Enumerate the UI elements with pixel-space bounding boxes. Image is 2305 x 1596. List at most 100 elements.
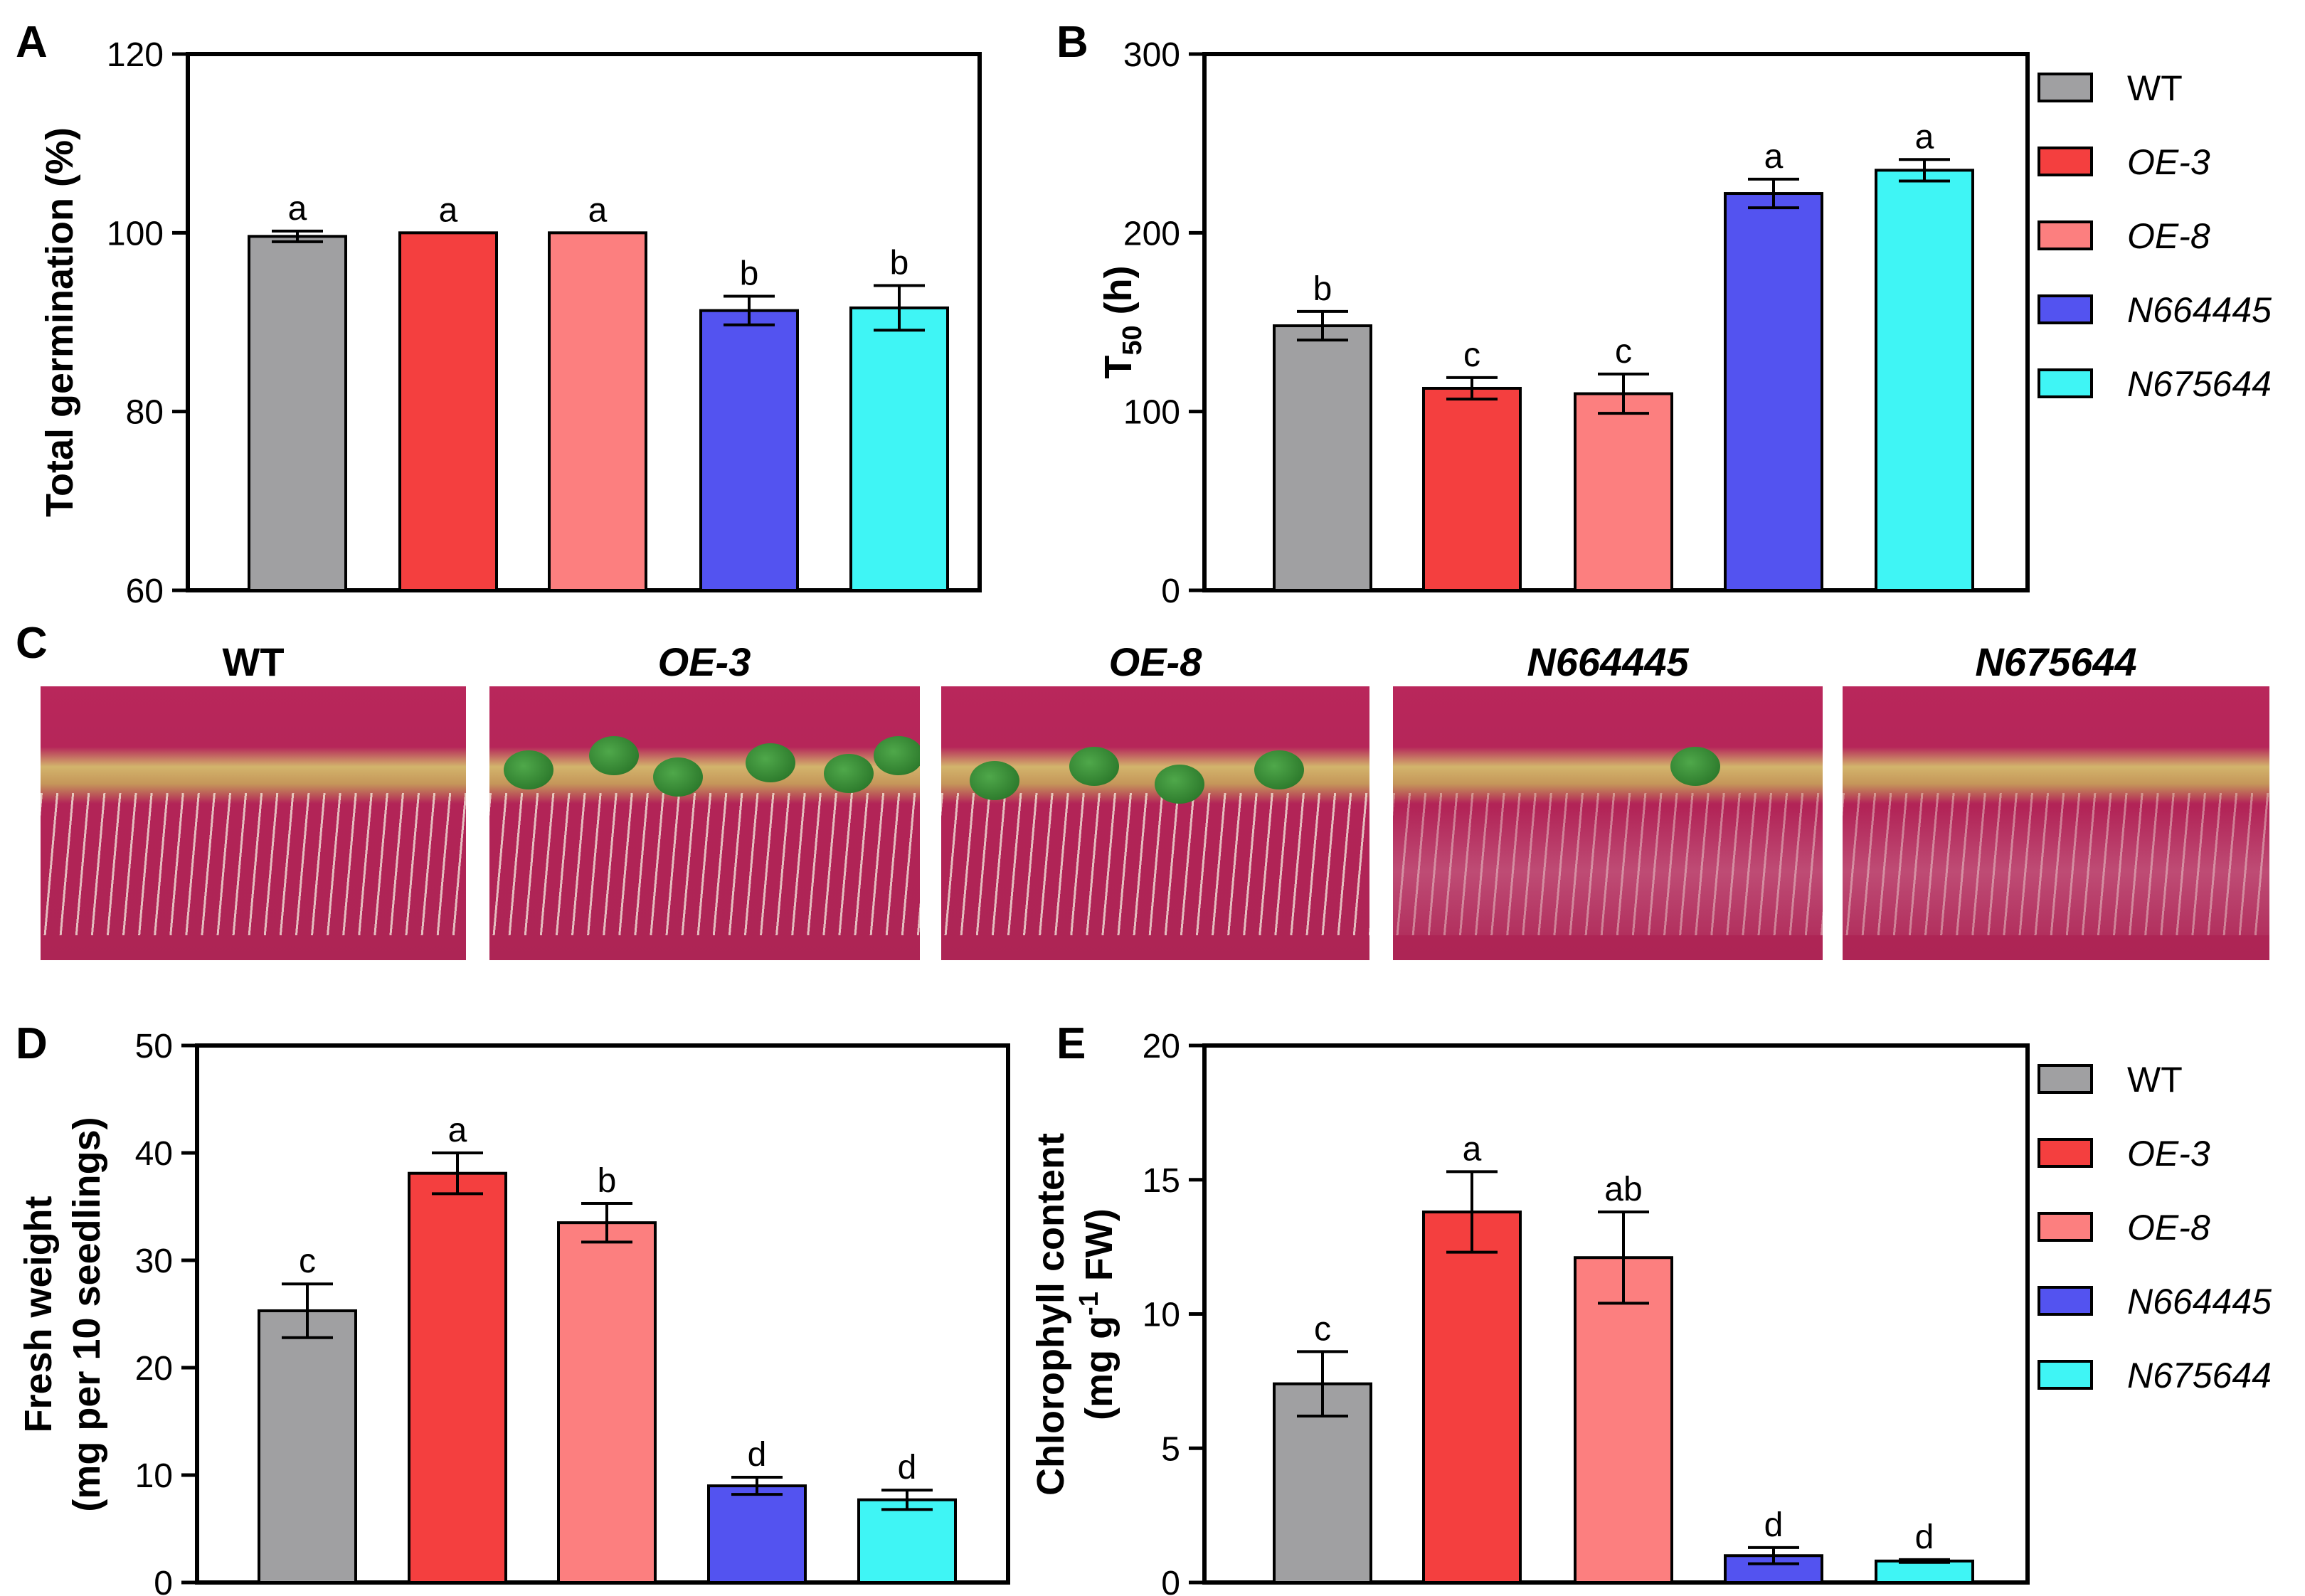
bar-n664445 [707, 1484, 807, 1585]
panel-letter-d: D [16, 1019, 48, 1068]
bar-oe-8 [1574, 392, 1673, 592]
significance-letter: a [1463, 1130, 1482, 1168]
y-tick-label: 120 [107, 36, 164, 74]
significance-letter: a [1915, 118, 1934, 156]
legend-label: OE-3 [2127, 1134, 2210, 1174]
panel-letter-b: B [1056, 18, 1088, 67]
photo-n675644 [1843, 686, 2269, 960]
significance-letter: d [898, 1449, 917, 1486]
significance-letter: b [1313, 270, 1332, 308]
y-tick-label: 5 [1161, 1430, 1180, 1468]
legend-label: WT [2127, 1060, 2183, 1100]
legend-top: WT OE-3 OE-8 N664445 N675644 [2038, 68, 2272, 404]
significance-letter: c [1314, 1310, 1331, 1348]
legend-label: N664445 [2127, 1282, 2272, 1321]
legend-swatch [2038, 368, 2093, 398]
y-tick-label: 30 [135, 1243, 173, 1280]
significance-letter: b [598, 1162, 617, 1200]
bar-n675644 [849, 306, 949, 592]
bar-n675644 [1875, 169, 1974, 592]
bar-n675644 [1875, 1559, 1974, 1585]
legend-label: OE-8 [2127, 216, 2210, 256]
bar-wt [258, 1309, 357, 1584]
panel-letter-a: A [16, 18, 48, 67]
y-axis-label: Chlorophyll content [1029, 1133, 1072, 1496]
photo-wt [41, 686, 466, 960]
bar-n664445 [1724, 192, 1823, 592]
legend-label: OE-3 [2127, 142, 2210, 182]
legend-label: N675644 [2127, 1356, 2272, 1395]
significance-letter: ab [1604, 1171, 1642, 1208]
legend-swatch [2038, 1138, 2093, 1168]
significance-letter: c [1463, 336, 1480, 374]
y-axis-label: (mg per 10 seedlings) [65, 1117, 108, 1511]
chart-d-fresh-weight: 0 10 20 30 40 50 c a b d d Fresh weight (mg per 10 s… [17, 1028, 1010, 1596]
bar-oe-8 [1574, 1256, 1673, 1584]
y-tick-label: 50 [135, 1028, 173, 1065]
photo-label: N664445 [1527, 639, 1689, 684]
photo-label: WT [222, 639, 284, 684]
significance-letter: a [448, 1112, 467, 1149]
y-axis-label: Total germination (%) [38, 127, 81, 517]
significance-letter: c [299, 1243, 316, 1280]
photo-oe-3 [489, 686, 920, 960]
significance-letter: b [740, 255, 759, 293]
y-tick-label: 0 [154, 1565, 173, 1596]
bar-oe-3 [408, 1171, 507, 1584]
legend-label: N675644 [2127, 364, 2272, 404]
bar-n664445 [699, 309, 799, 592]
y-tick-label: 200 [1123, 215, 1180, 252]
significance-letter: a [439, 191, 458, 229]
y-tick-label: 10 [1143, 1297, 1180, 1334]
y-tick-label: 40 [135, 1135, 173, 1173]
photo-label: OE-8 [1109, 639, 1203, 684]
y-tick-label: 10 [135, 1457, 173, 1495]
legend-label: OE-8 [2127, 1208, 2210, 1247]
significance-letter: c [1615, 333, 1632, 371]
y-axis-label: Fresh weight [17, 1196, 60, 1432]
y-tick-label: 100 [1123, 394, 1180, 432]
bar-oe-3 [398, 231, 498, 592]
significance-letter: d [1764, 1506, 1784, 1544]
y-tick-label: 60 [126, 573, 164, 610]
chart-b-t50: 0 100 200 300 b c c a a T50 (h) [1097, 36, 2030, 610]
legend-label: WT [2127, 68, 2183, 108]
bar-wt [248, 235, 347, 592]
legend-swatch [2038, 147, 2093, 176]
chart-a-total-germination: 60 80 100 120 a a a b b Total germination (%) [38, 36, 982, 610]
photo-labels: WT OE-3 OE-8 N664445 N675644 [222, 639, 2136, 684]
legend-swatch [2038, 1064, 2093, 1094]
bar-oe-8 [557, 1221, 657, 1585]
y-tick-label: 300 [1123, 36, 1180, 74]
y-tick-label: 0 [1161, 573, 1180, 610]
bar-oe-8 [548, 231, 647, 592]
y-tick-label: 0 [1161, 1565, 1180, 1596]
photo-n664445 [1393, 686, 1823, 960]
y-tick-label: 20 [1143, 1028, 1180, 1065]
y-axis-label: (mg g-1 FW) [1074, 1208, 1120, 1420]
significance-letter: a [588, 191, 608, 229]
chart-e-chlorophyll: 0 5 10 15 20 c a ab d d Chlorophyll content (mg g-1… [1029, 1028, 2030, 1596]
legend-swatch [2038, 1286, 2093, 1316]
y-tick-label: 80 [126, 394, 164, 432]
bar-oe-3 [1422, 1211, 1522, 1585]
legend-swatch [2038, 294, 2093, 324]
bar-oe-3 [1422, 386, 1522, 592]
bar-n675644 [857, 1498, 957, 1584]
photo-label: N675644 [1975, 639, 2136, 684]
photo-oe-8 [941, 686, 1369, 960]
significance-letter: d [1915, 1518, 1934, 1556]
significance-letter: a [1764, 138, 1784, 176]
y-axis-label: T50 (h) [1097, 265, 1148, 378]
legend-swatch [2038, 1212, 2093, 1242]
significance-letter: b [890, 244, 909, 282]
significance-letter: a [288, 190, 307, 228]
panel-letter-e: E [1056, 1019, 1086, 1068]
y-tick-label: 100 [107, 215, 164, 252]
y-tick-label: 15 [1143, 1162, 1180, 1200]
significance-letter: d [748, 1436, 767, 1474]
photo-label: OE-3 [658, 639, 751, 684]
bar-wt [1273, 324, 1372, 592]
legend-swatch [2038, 73, 2093, 102]
